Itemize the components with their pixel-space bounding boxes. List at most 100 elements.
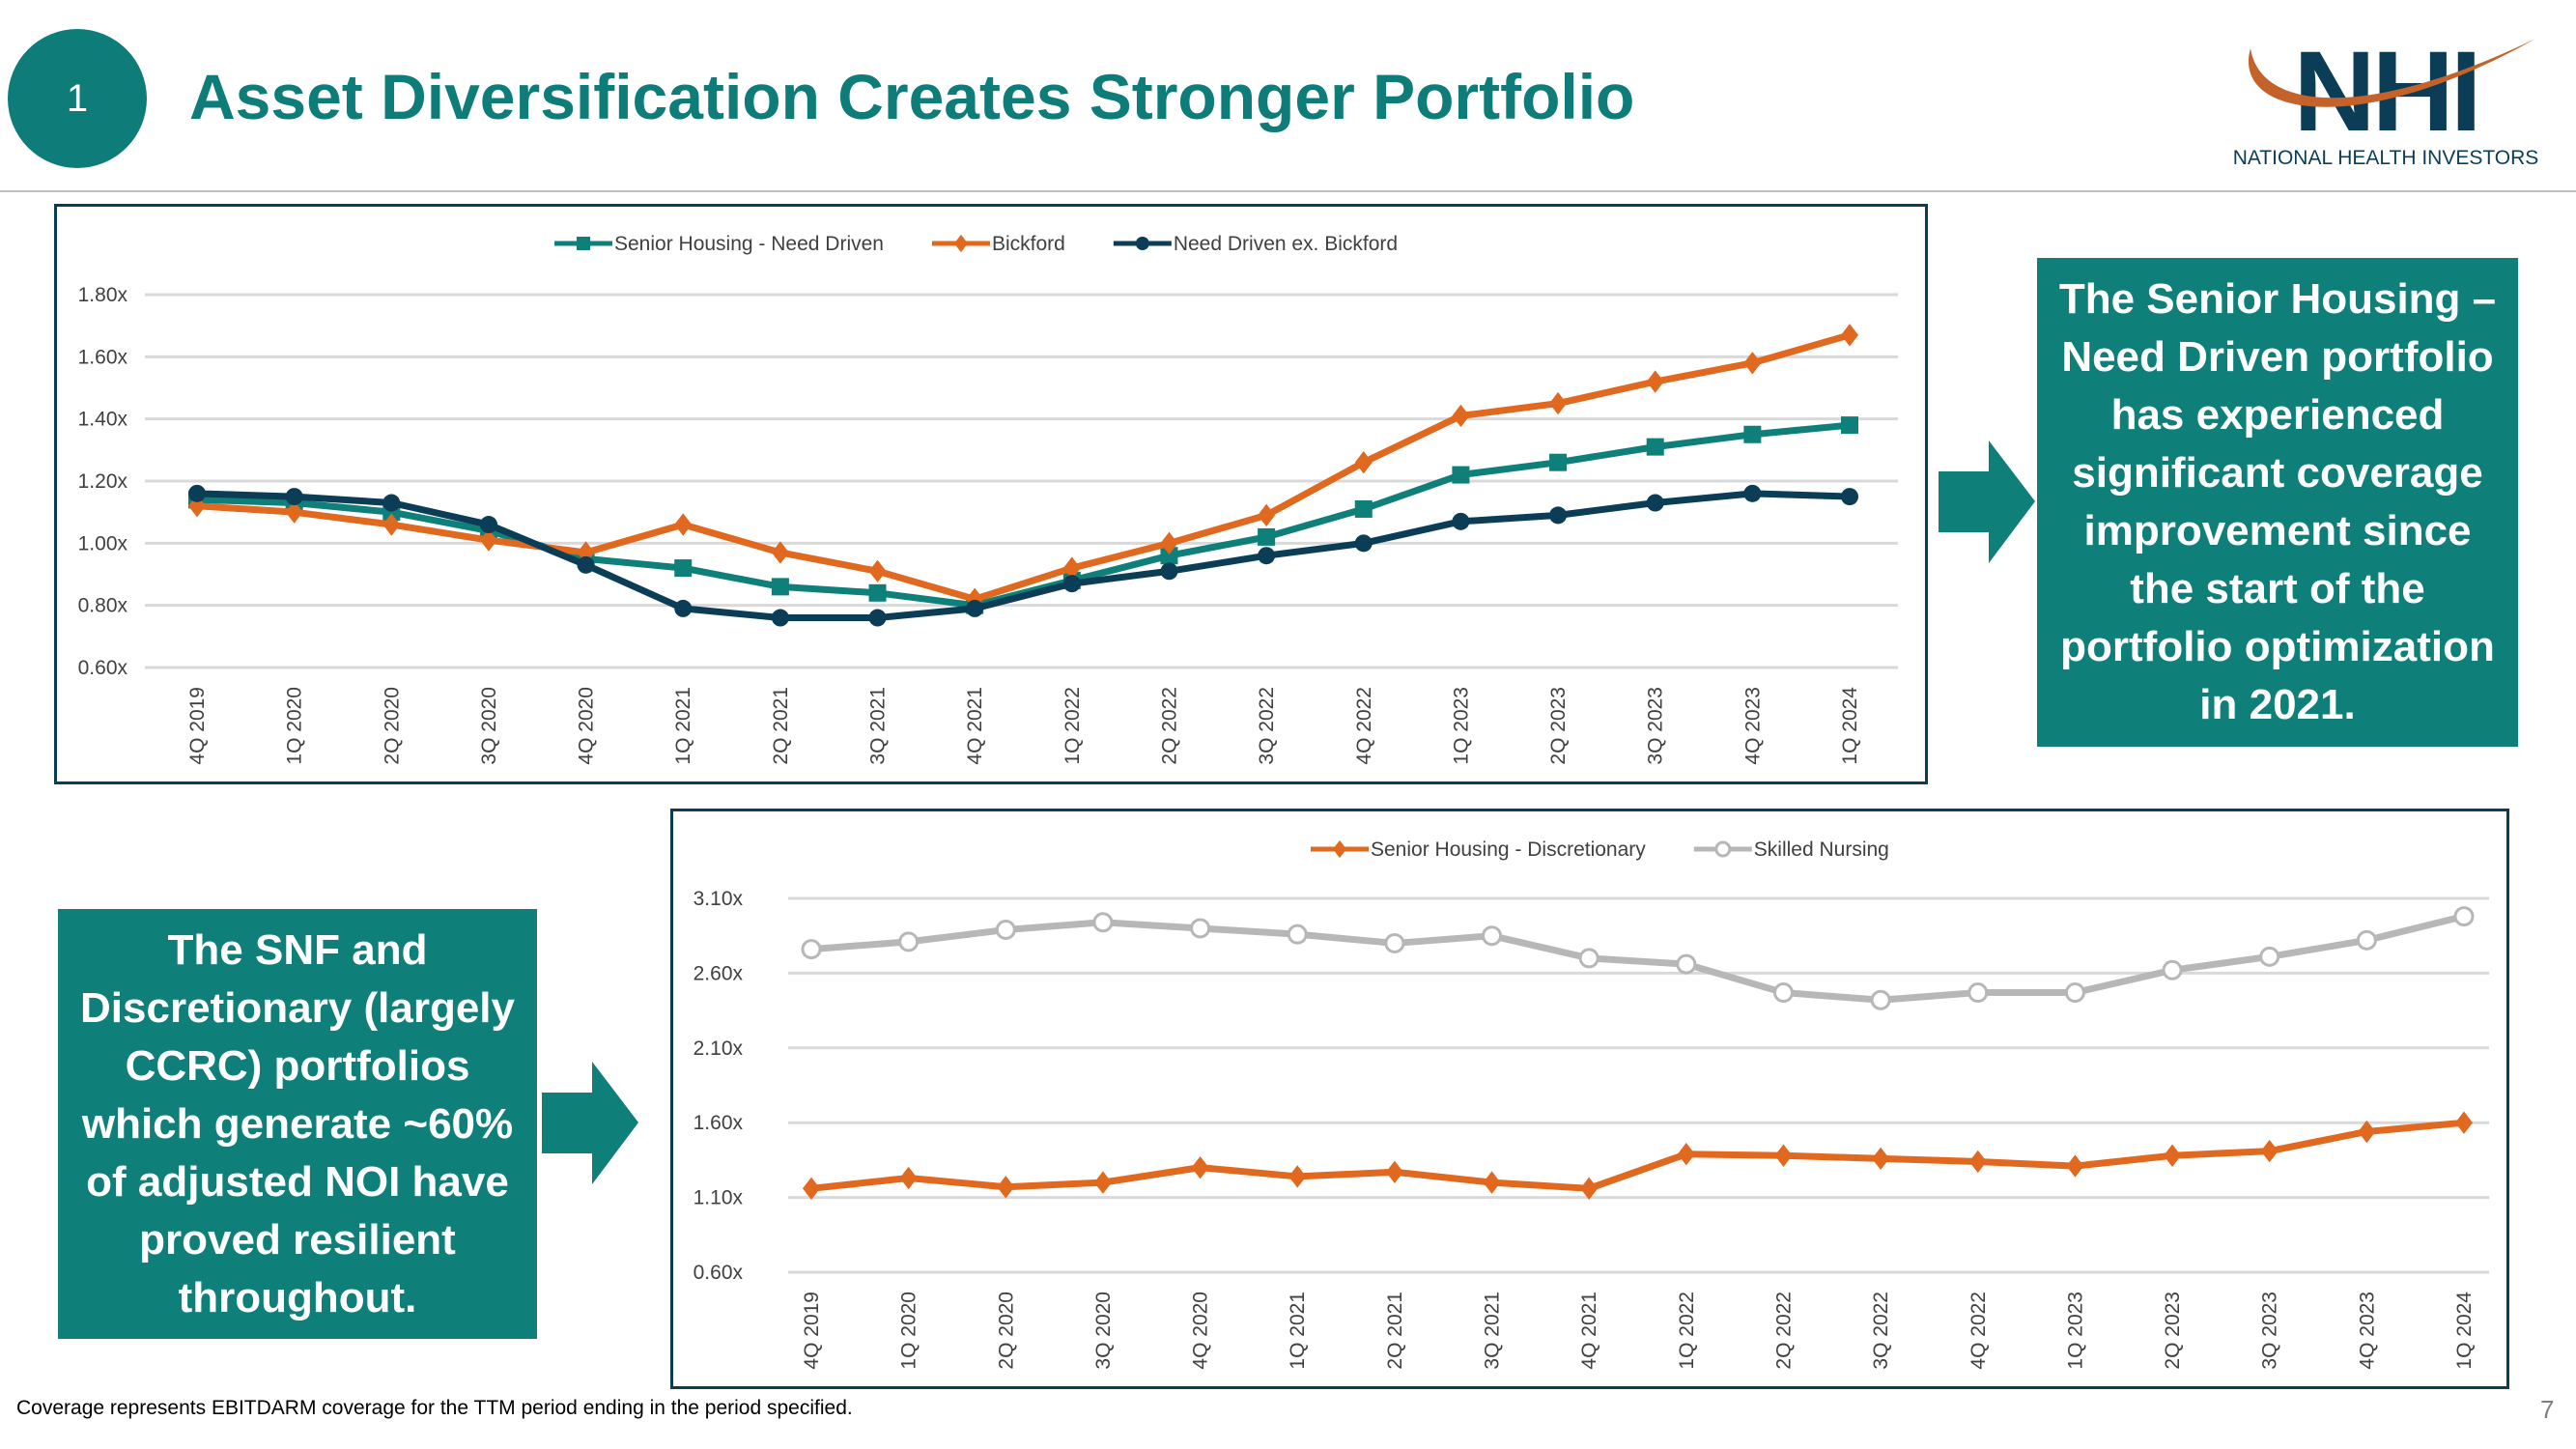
data-point (2356, 929, 2377, 951)
x-tick-label: 2Q 2022 (1772, 1292, 1795, 1370)
x-tick-label: 2Q 2022 (1158, 687, 1180, 765)
data-point (2358, 1120, 2376, 1144)
series-line (810, 1119, 2465, 1192)
series-line (196, 331, 1851, 603)
data-point (801, 939, 822, 960)
data-point (995, 920, 1016, 941)
data-point (1743, 425, 1762, 443)
y-tick-label: 0.60x (694, 1262, 744, 1284)
data-point (674, 559, 693, 578)
x-tick-label: 2Q 2023 (1547, 687, 1570, 765)
x-tick-label: 2Q 2021 (1384, 1292, 1406, 1370)
data-point (1287, 923, 1308, 945)
data-point (2064, 982, 2085, 1004)
y-tick-label: 1.20x (78, 470, 128, 493)
page-number: 7 (2540, 1395, 2555, 1424)
data-point (1646, 438, 1664, 456)
data-point (285, 488, 303, 506)
y-tick-label: 3.10x (694, 888, 744, 910)
data-point (382, 494, 401, 512)
snf-discretionary-coverage-chart: 0.60x 1.10x 1.60x 2.10x 2.60x 3.10x 4Q 2019 1Q … (670, 809, 2509, 1389)
x-tick-label: 4Q 2022 (1353, 687, 1375, 765)
x-tick-label: 1Q 2020 (898, 1292, 920, 1370)
x-tick-label: 4Q 2022 (1967, 1292, 1990, 1370)
data-point (1191, 1155, 1209, 1179)
x-tick-label: 1Q 2023 (1450, 687, 1472, 765)
data-point (771, 578, 789, 596)
y-tick-label: 0.80x (78, 595, 128, 617)
data-point (803, 1177, 820, 1201)
data-point (1774, 1144, 1793, 1167)
chart-canvas: 0.60x 1.10x 1.60x 2.10x 2.60x 3.10x 4Q 2019 1Q … (694, 838, 2489, 1370)
data-point (868, 583, 887, 602)
x-tick-label: 3Q 2021 (867, 687, 890, 765)
y-tick-label: 0.60x (78, 657, 128, 679)
data-point (188, 484, 206, 502)
data-point (1578, 948, 1599, 969)
data-point (1482, 925, 1503, 947)
data-point (2453, 906, 2475, 927)
x-tick-label: 1Q 2024 (2453, 1292, 2476, 1370)
page-title: Asset Diversification Creates Stronger P… (189, 61, 1635, 132)
x-tick-label: 4Q 2021 (1578, 1292, 1600, 1370)
series-line (810, 913, 2465, 1004)
arrow-right-icon (542, 1062, 638, 1184)
legend-marker (1333, 839, 1346, 859)
y-tick-label: 1.60x (694, 1112, 744, 1134)
section-number: 1 (66, 76, 89, 120)
data-point (479, 528, 497, 552)
data-point (2164, 1144, 2182, 1167)
data-point (1354, 534, 1373, 553)
legend-label: Bickford (992, 233, 1065, 255)
data-point (577, 555, 595, 574)
x-tick-label: 1Q 2024 (1839, 687, 1861, 765)
data-point (2259, 946, 2280, 967)
x-tick-label: 2Q 2021 (770, 687, 792, 765)
callout-text: The Senior Housing – Need Driven portfol… (2058, 275, 2497, 728)
callout-text: The SNF and Discretionary (largely CCRC)… (80, 925, 515, 1321)
data-point (1190, 918, 1211, 939)
data-point (1646, 370, 1664, 393)
x-tick-label: 1Q 2021 (1287, 1292, 1309, 1370)
data-point (1549, 453, 1568, 471)
data-point (1483, 1171, 1501, 1194)
section-number-badge: 1 (8, 29, 147, 168)
footnote: Coverage represents EBITDARM coverage fo… (16, 1397, 853, 1419)
data-point (674, 513, 693, 536)
x-tick-label: 4Q 2023 (2356, 1292, 2378, 1370)
y-tick-label: 1.00x (78, 532, 128, 554)
data-point (1160, 547, 1178, 565)
data-point (1968, 1150, 1987, 1174)
callout-snf-discretionary: The SNF and Discretionary (largely CCRC)… (58, 909, 537, 1339)
y-tick-label: 2.60x (694, 962, 744, 984)
x-tick-label: 1Q 2023 (2064, 1292, 2086, 1370)
data-point (1062, 575, 1081, 593)
data-point (674, 599, 693, 617)
data-point (1258, 527, 1276, 546)
y-tick-label: 1.60x (78, 346, 128, 368)
data-point (966, 599, 984, 617)
data-point (1841, 324, 1858, 347)
y-tick-label: 1.10x (694, 1187, 744, 1209)
data-point (1385, 1160, 1403, 1183)
data-point (2455, 1111, 2473, 1134)
x-tick-label: 3Q 2020 (1092, 1292, 1115, 1370)
legend-label: Skilled Nursing (1754, 838, 1889, 861)
svg-text:NATIONAL HEALTH INVESTORS: NATIONAL HEALTH INVESTORS (2233, 147, 2539, 169)
x-tick-label: 4Q 2023 (1741, 687, 1764, 765)
data-point (997, 1176, 1015, 1199)
data-point (1646, 494, 1664, 512)
data-point (1676, 953, 1697, 975)
data-point (1677, 1143, 1695, 1166)
x-tick-label: 1Q 2022 (1062, 687, 1084, 765)
data-point (1549, 506, 1568, 525)
data-point (1354, 451, 1373, 474)
data-point (2162, 959, 2183, 980)
data-point (868, 559, 887, 582)
data-point (868, 609, 887, 627)
data-point (1384, 932, 1405, 953)
x-tick-label: 2Q 2020 (995, 1292, 1017, 1370)
x-tick-label: 4Q 2019 (801, 1292, 823, 1370)
data-point (479, 516, 497, 534)
nhi-logo: NHI NATIONAL HEALTH INVESTORS (2233, 29, 2539, 169)
